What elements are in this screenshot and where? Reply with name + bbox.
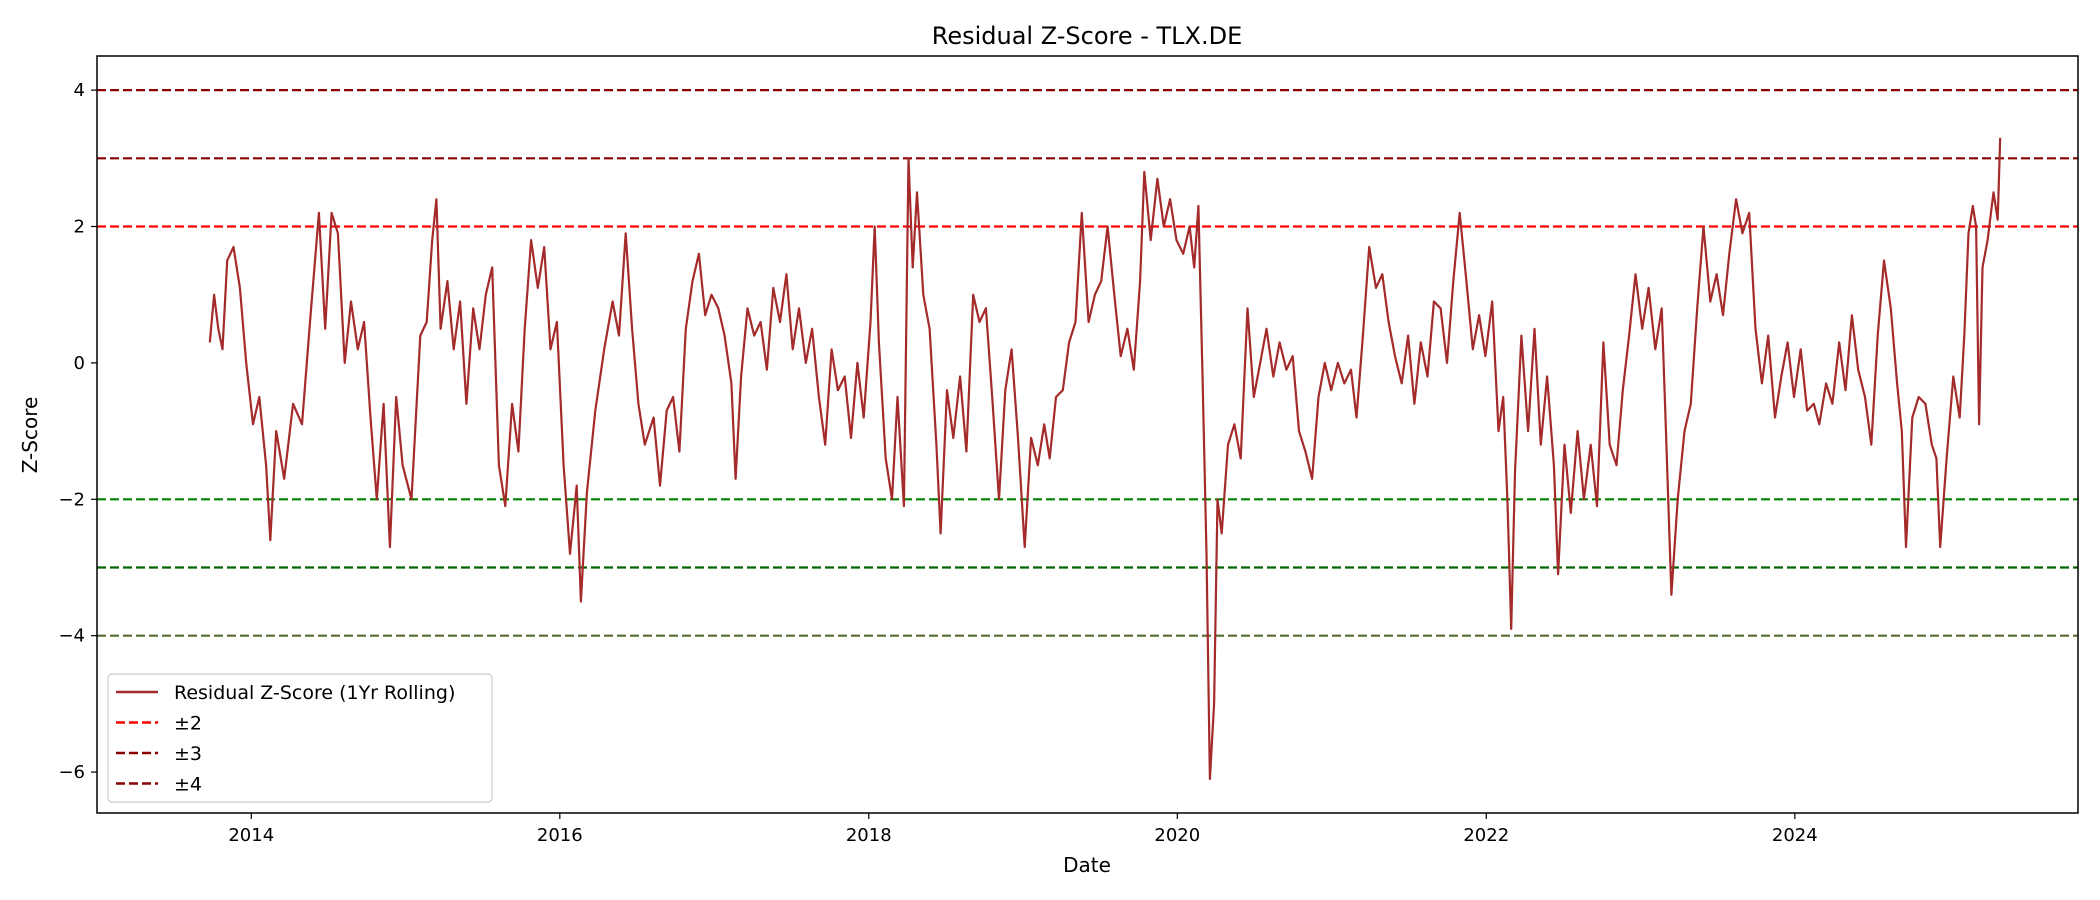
y-tick-label-0: 4 (74, 80, 85, 101)
legend-label-3: ±4 (174, 774, 202, 796)
legend-label-1: ±2 (174, 713, 202, 735)
x-tick-label-0: 2014 (228, 825, 274, 846)
y-tick-label-5: −6 (58, 762, 85, 783)
series-line-0 (208, 137, 2002, 780)
threshold-lines (97, 88, 2078, 637)
series-layer (208, 137, 2002, 780)
y-tick-label-3: −2 (58, 489, 85, 510)
x-tick-label-3: 2020 (1154, 825, 1200, 846)
legend-box (107, 673, 493, 803)
y-tick-label-2: 0 (74, 353, 85, 374)
x-axis: 2014 2016 2018 2020 2022 2024 (228, 813, 1818, 846)
y-tick-label-1: 2 (74, 216, 85, 237)
legend-label-2: ±3 (174, 743, 202, 765)
y-axis: 4 2 0 −2 −4 −6 (58, 80, 97, 783)
legend-label-0: Residual Z-Score (1Yr Rolling) (174, 682, 455, 704)
x-tick-label-1: 2016 (537, 825, 583, 846)
legend: Residual Z-Score (1Yr Rolling) ±2 ±3 ±4 (107, 673, 493, 803)
plot-frame (96, 55, 2079, 814)
x-tick-label-4: 2022 (1463, 825, 1509, 846)
x-axis-label: Date (1063, 853, 1111, 877)
x-tick-label-2: 2018 (846, 825, 892, 846)
chart-title: Residual Z-Score - TLX.DE (932, 22, 1243, 50)
y-tick-label-4: −4 (58, 626, 85, 647)
y-axis-label: Z-Score (18, 397, 42, 474)
x-tick-label-5: 2024 (1772, 825, 1818, 846)
